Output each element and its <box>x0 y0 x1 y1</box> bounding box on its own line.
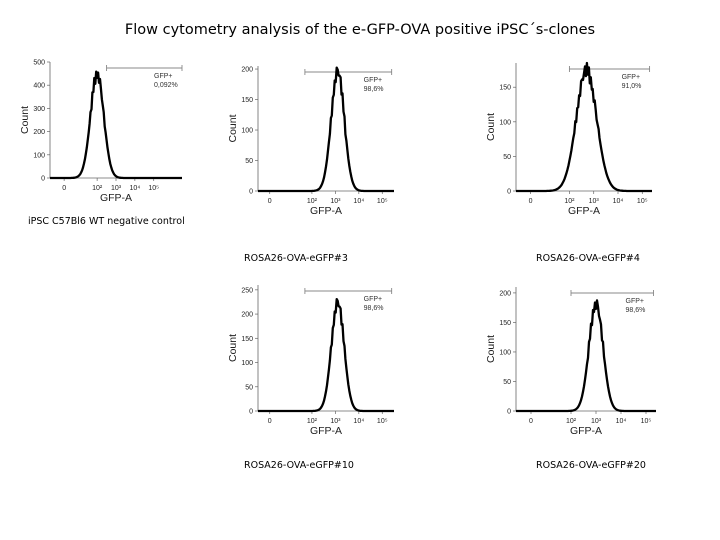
x-tick-label: 10³ <box>589 198 600 205</box>
y-tick-label: 200 <box>499 290 511 297</box>
y-axis-title: Count <box>19 106 31 134</box>
y-tick-label: 300 <box>33 106 45 113</box>
x-tick-label: 0 <box>268 418 272 425</box>
gate-label: GFP+ <box>622 74 640 81</box>
histogram-clone-4: 0 50 100 150 0 10² 10³ 10⁴ 10⁵ GFP-A Count GFP+ 91,0… <box>485 61 653 217</box>
y-tick-label: 50 <box>245 384 253 391</box>
x-axis-title: GFP-A <box>568 205 600 217</box>
x-tick-label: 10⁵ <box>377 418 388 425</box>
y-tick-label: 400 <box>33 83 45 90</box>
y-axis-title: Count <box>227 114 239 142</box>
histogram-curve <box>257 297 395 413</box>
caption-clone-10: ROSA26-OVA-eGFP#10 <box>244 460 354 471</box>
y-axis-title: Count <box>485 113 497 141</box>
histogram-clone-10: 0 50 100 150 200 250 0 10² 10³ 10⁴ 10⁵ GFP-A Count GF… <box>227 285 395 437</box>
x-tick-label: 10⁴ <box>616 418 627 425</box>
x-axis-title: GFP-A <box>310 425 342 437</box>
y-tick-label: 0 <box>507 189 511 196</box>
y-tick-label: 0 <box>507 409 511 416</box>
y-tick-label: 100 <box>241 128 253 135</box>
x-tick-label: 0 <box>529 418 533 425</box>
gate-value: 0,092% <box>154 82 178 89</box>
x-tick-label: 10⁵ <box>148 185 159 192</box>
y-tick-label: 150 <box>499 320 511 327</box>
gate-label: GFP+ <box>626 298 644 305</box>
x-tick-label: 10³ <box>111 185 122 192</box>
x-tick-label: 0 <box>529 198 533 205</box>
gate-value: 91,0% <box>622 83 642 90</box>
caption-clone-3: ROSA26-OVA-eGFP#3 <box>244 253 348 264</box>
x-tick-label: 10² <box>307 418 318 425</box>
gate-label: GFP+ <box>364 296 382 303</box>
x-tick-label: 10² <box>564 198 575 205</box>
y-tick-label: 200 <box>241 312 253 319</box>
x-tick-label: 0 <box>62 185 66 192</box>
x-tick-label: 10² <box>307 198 318 205</box>
y-tick-label: 100 <box>33 152 45 159</box>
y-tick-label: 150 <box>241 97 253 104</box>
x-tick-label: 10³ <box>330 198 341 205</box>
y-tick-label: 150 <box>499 85 511 92</box>
x-tick-label: 10⁴ <box>353 418 364 425</box>
histogram-curve <box>515 61 653 193</box>
y-tick-label: 100 <box>499 119 511 126</box>
y-tick-label: 0 <box>249 409 253 416</box>
y-tick-label: 100 <box>499 349 511 356</box>
y-tick-label: 50 <box>245 158 253 165</box>
x-tick-label: 10³ <box>591 418 602 425</box>
x-axis-title: GFP-A <box>100 192 132 204</box>
x-axis-title: GFP-A <box>570 425 602 437</box>
caption-negative-control: iPSC C57Bl6 WT negative control <box>28 216 185 227</box>
gate-label: GFP+ <box>154 73 172 80</box>
y-tick-label: 50 <box>503 154 511 161</box>
y-axis-title: Count <box>227 334 239 362</box>
y-tick-label: 500 <box>33 60 45 67</box>
x-axis-title: GFP-A <box>310 205 342 217</box>
x-tick-label: 0 <box>268 198 272 205</box>
x-tick-label: 10⁵ <box>637 198 648 205</box>
x-tick-label: 10³ <box>330 418 341 425</box>
slide-title: Flow cytometry analysis of the e-GFP-OVA… <box>124 22 596 38</box>
histogram-curve <box>49 70 183 180</box>
x-tick-label: 10⁴ <box>613 198 624 205</box>
gate-value: 98,6% <box>364 305 384 312</box>
y-tick-label: 200 <box>241 67 253 74</box>
x-tick-label: 10⁵ <box>641 418 652 425</box>
caption-clone-20: ROSA26-OVA-eGFP#20 <box>536 460 646 471</box>
caption-clone-4: ROSA26-OVA-eGFP#4 <box>536 253 640 264</box>
y-tick-label: 50 <box>503 379 511 386</box>
x-tick-label: 10⁴ <box>129 185 140 192</box>
gate-value: 98,6% <box>364 86 384 93</box>
y-tick-label: 200 <box>33 129 45 136</box>
y-tick-label: 250 <box>241 287 253 294</box>
histogram-curve <box>257 66 395 193</box>
x-tick-label: 10⁴ <box>353 198 364 205</box>
gate-value: 98,6% <box>626 307 646 314</box>
y-axis-title: Count <box>485 335 497 363</box>
y-tick-label: 100 <box>241 360 253 367</box>
y-tick-label: 0 <box>41 176 45 183</box>
histogram-negative-control: 0 100 200 300 400 500 0 10² 10³ 10⁴ 10⁵ GFP-A Count G… <box>19 60 183 204</box>
x-tick-label: 10² <box>92 185 103 192</box>
histogram-curve <box>515 299 657 413</box>
y-tick-label: 0 <box>249 189 253 196</box>
x-tick-label: 10² <box>566 418 577 425</box>
y-tick-label: 150 <box>241 336 253 343</box>
x-tick-label: 10⁵ <box>377 198 388 205</box>
histogram-clone-20: 0 50 100 150 200 0 10² 10³ 10⁴ 10⁵ GFP-A Count GFP+ 9… <box>485 287 657 437</box>
gate-label: GFP+ <box>364 77 382 84</box>
histogram-clone-3: 0 50 100 150 200 0 10² 10³ 10⁴ 10⁵ GFP-A Count GFP+ 9… <box>227 66 395 217</box>
